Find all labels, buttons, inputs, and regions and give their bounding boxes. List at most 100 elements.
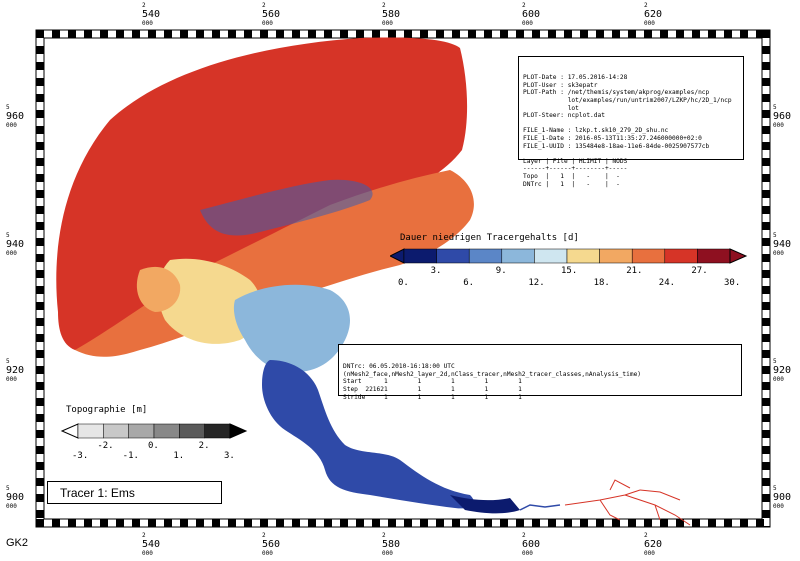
border-segment xyxy=(260,519,268,527)
tick-major: 5 xyxy=(773,485,777,492)
tick-minor: 000 xyxy=(142,550,153,557)
border-segment xyxy=(420,519,428,527)
border-segment xyxy=(356,30,364,38)
topo-legend-tick: 3. xyxy=(224,451,235,461)
border-segment xyxy=(596,30,604,38)
tick-value: 620 xyxy=(644,539,663,550)
border-segment xyxy=(388,519,396,527)
topo-legend-tick: -2. xyxy=(97,441,114,451)
border-segment xyxy=(762,446,770,454)
border-segment xyxy=(212,30,220,38)
border-segment xyxy=(660,30,668,38)
border-segment xyxy=(84,519,92,527)
border-segment xyxy=(228,30,236,38)
tracer-colorbar-min-arrow xyxy=(390,248,405,264)
border-segment xyxy=(36,94,44,102)
tracer-color-swatch xyxy=(436,248,470,264)
border-segment xyxy=(548,519,556,527)
border-segment xyxy=(36,126,44,134)
border-segment xyxy=(644,30,652,38)
y-tick-right: 5 900 000 xyxy=(773,485,791,511)
tracer-legend-tick: 30. xyxy=(724,278,741,288)
info-line: FILE_1-Date : 2016-05-13T11:35:27.246000… xyxy=(523,134,702,142)
tracer-legend-tick: 21. xyxy=(626,266,643,276)
variable-info-text: DNTrc: 06.05.2010-16:18:00 UTC (nMesh2_fa… xyxy=(343,363,737,401)
border-segment xyxy=(762,398,770,406)
border-segment xyxy=(580,519,588,527)
info-line: Topo | 1 | - | - xyxy=(523,172,620,180)
tick-value: 560 xyxy=(262,9,281,20)
border-segment xyxy=(676,30,684,38)
info-line: Start 1 1 1 1 1 xyxy=(343,378,522,386)
tick-value: 620 xyxy=(644,9,663,20)
info-line: ------+------+--------+----- xyxy=(523,165,628,173)
tick-major: 2 xyxy=(262,2,266,9)
info-line: lot xyxy=(523,104,579,112)
border-segment xyxy=(516,519,524,527)
tracer-legend-tick: 18. xyxy=(593,278,610,288)
tick-major: 5 xyxy=(773,358,777,365)
x-tick-top: 2 600 000 xyxy=(522,2,540,28)
tracer-colorbar-max-arrow xyxy=(729,248,748,264)
tick-major: 2 xyxy=(522,532,526,539)
border-segment xyxy=(762,46,770,54)
tick-minor: 000 xyxy=(522,550,533,557)
topo-legend-title: Topographie [m] xyxy=(66,405,148,415)
topo-color-swatch xyxy=(77,423,104,439)
info-line: PLOT-Path : /net/themis/system/akprog/ex… xyxy=(523,89,710,97)
border-segment xyxy=(308,519,316,527)
tick-major: 5 xyxy=(6,358,10,365)
tick-minor: 000 xyxy=(382,550,393,557)
tick-value: 600 xyxy=(522,539,541,550)
plot-info-box: PLOT-Date : 17.05.2016-14:28 PLOT-User : … xyxy=(518,56,744,188)
border-segment xyxy=(484,30,492,38)
border-segment xyxy=(762,142,770,150)
border-segment xyxy=(762,158,770,166)
border-segment xyxy=(36,142,44,150)
tick-value: 900 xyxy=(6,492,25,503)
river-network xyxy=(564,479,691,526)
info-line: FILE_1-UUID : 135484e8-18ae-11e6-84de-00… xyxy=(523,142,710,150)
tracer-label-box: Tracer 1: Ems xyxy=(47,481,222,504)
border-segment xyxy=(404,30,412,38)
border-segment xyxy=(196,519,204,527)
border-segment xyxy=(36,414,44,422)
border-segment xyxy=(36,398,44,406)
border-segment xyxy=(762,414,770,422)
info-line: lot/examples/run/untrim2007/LZKP/hc/2D_1… xyxy=(523,96,732,104)
tracer-legend-tick: 15. xyxy=(561,266,578,276)
border-segment xyxy=(324,519,332,527)
border-segment xyxy=(68,519,76,527)
border-segment xyxy=(628,519,636,527)
border-segment xyxy=(340,519,348,527)
tick-major: 5 xyxy=(6,485,10,492)
map-data-area xyxy=(56,37,691,526)
border-segment xyxy=(484,519,492,527)
border-segment xyxy=(452,30,460,38)
border-segment xyxy=(36,430,44,438)
border-segment xyxy=(762,462,770,470)
tick-major: 2 xyxy=(142,2,146,9)
river-lower xyxy=(519,504,561,511)
tracer-legend-title: Dauer niedrigen Tracergehalts [d] xyxy=(400,233,579,243)
topo-color-swatch xyxy=(179,423,205,439)
info-line: Layer | File | HLIMIT | NODS xyxy=(523,157,628,165)
tick-value: 940 xyxy=(6,239,25,250)
border-segment xyxy=(36,110,44,118)
tick-minor: 000 xyxy=(382,20,393,27)
tick-minor: 000 xyxy=(142,20,153,27)
topo-legend-tick: 0. xyxy=(148,441,159,451)
border-segment xyxy=(762,270,770,278)
border-segment xyxy=(100,30,108,38)
border-segment xyxy=(762,526,770,527)
info-line: PLOT-Date : 17.05.2016-14:28 xyxy=(523,74,628,82)
tracer-colorbar xyxy=(390,248,748,264)
border-segment xyxy=(228,519,236,527)
border-segment xyxy=(756,30,764,38)
y-tick-left: 5 900 000 xyxy=(6,485,24,511)
tick-minor: 000 xyxy=(773,376,784,383)
topo-legend-tick: -3. xyxy=(72,451,89,461)
border-segment xyxy=(468,519,476,527)
y-tick-left: 5 940 000 xyxy=(6,232,24,258)
